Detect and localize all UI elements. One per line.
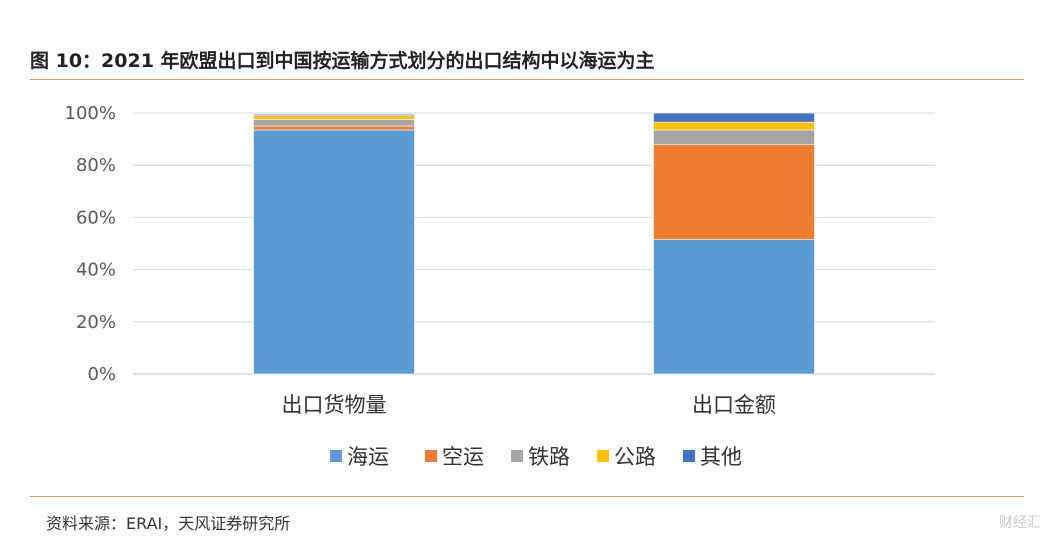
- bar-segment-海运: [653, 239, 815, 375]
- y-tick-label: 0%: [87, 364, 116, 385]
- legend-label: 海运: [347, 445, 389, 469]
- y-tick-label: 100%: [65, 103, 116, 124]
- legend-swatch: [597, 450, 609, 462]
- bar-segment-海运: [253, 129, 415, 375]
- y-tick-label: 60%: [76, 207, 116, 228]
- source-note: 资料来源：ERAI，天风证券研究所: [46, 514, 291, 533]
- legend-label: 公路: [614, 445, 656, 469]
- bar-segment-公路: [653, 121, 815, 131]
- legend-swatch: [511, 450, 523, 462]
- x-category-label: 出口金额: [692, 393, 776, 417]
- watermark-logo: 财经汇: [999, 515, 1041, 531]
- legend-label: 铁路: [528, 445, 570, 469]
- bar-segment-公路: [253, 115, 415, 120]
- title-divider: [30, 79, 1024, 80]
- bar-segment-空运: [253, 125, 415, 131]
- bar-segment-铁路: [653, 129, 815, 145]
- bar-segment-空运: [653, 144, 815, 240]
- bar-segment-铁路: [253, 119, 415, 127]
- chart-title: 图 10：2021 年欧盟出口到中国按运输方式划分的出口结构中以海运为主: [30, 50, 655, 72]
- bar-segment-其他: [253, 114, 415, 116]
- y-tick-label: 20%: [76, 312, 116, 333]
- legend-swatch: [425, 450, 437, 462]
- legend-swatch: [683, 450, 695, 462]
- y-tick-label: 80%: [76, 155, 116, 176]
- bar-segment-其他: [653, 112, 815, 123]
- footer-divider: [30, 496, 1024, 497]
- legend-swatch: [330, 450, 342, 462]
- legend-label: 空运: [442, 445, 484, 469]
- y-tick-label: 40%: [76, 260, 116, 281]
- x-category-label: 出口货物量: [282, 393, 387, 417]
- legend-label: 其他: [700, 445, 742, 469]
